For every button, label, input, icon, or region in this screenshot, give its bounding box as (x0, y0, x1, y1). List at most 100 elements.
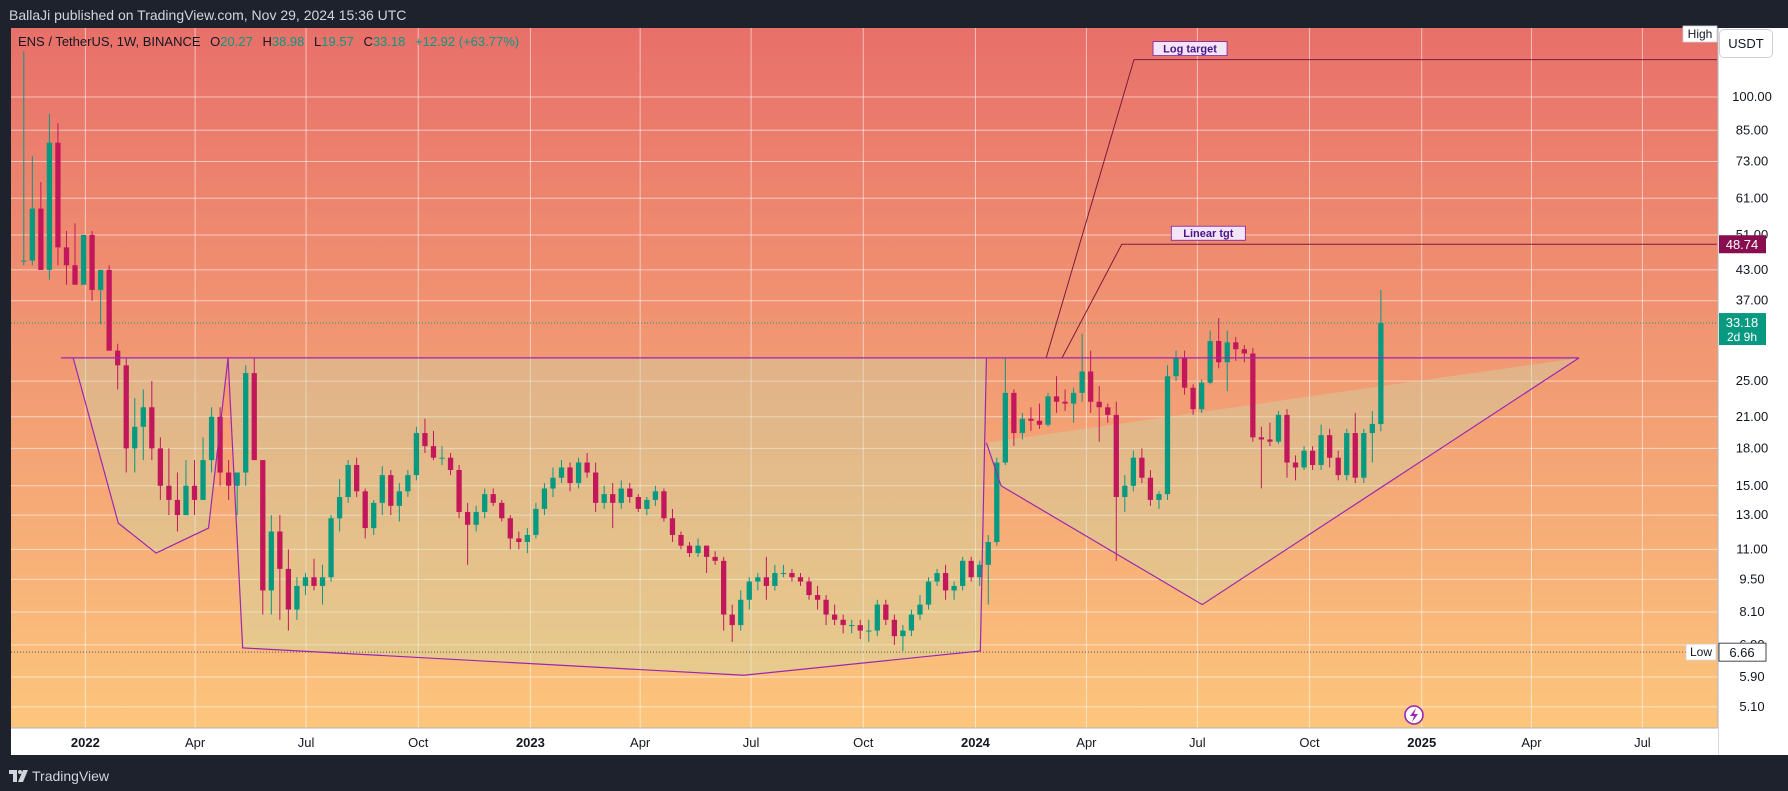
candle-body (533, 508, 539, 535)
candle-body (516, 538, 522, 543)
candle-body (618, 488, 624, 503)
price-tick-label: 5.90 (1739, 669, 1764, 684)
candle-body (1036, 420, 1043, 425)
candle-body (1105, 407, 1111, 415)
countdown-label: 2d 9h (1727, 330, 1757, 344)
time-tick-label: 2023 (516, 735, 545, 750)
candle-body (336, 496, 343, 519)
candle-body (977, 564, 983, 578)
time-tick-label: Jul (743, 735, 760, 750)
candle-body (1207, 340, 1213, 383)
candle-body (541, 488, 548, 509)
candle-body (319, 577, 326, 586)
candle-body (490, 494, 496, 503)
candle-body (277, 531, 283, 569)
candle-body (925, 581, 932, 605)
candle-body (942, 572, 949, 591)
candle-body (1011, 392, 1017, 434)
currency-button[interactable]: USDT (1720, 30, 1772, 57)
price-axis[interactable] (1718, 28, 1788, 755)
candle-body (149, 407, 155, 449)
candle-body (1139, 457, 1145, 478)
high-label: H (262, 34, 272, 49)
candle-body (46, 142, 53, 270)
candle-body (1275, 414, 1282, 442)
price-tick-label: 11.00 (1736, 541, 1768, 556)
candle-body (584, 462, 590, 473)
candle-body (439, 457, 445, 459)
candle-body (1164, 376, 1171, 495)
time-tick-label: Jul (1189, 735, 1206, 750)
high-tag-label: High (1688, 27, 1713, 41)
candle-body (302, 577, 309, 586)
candle-body (251, 373, 257, 461)
candle-body (1369, 424, 1375, 434)
time-tick-label: Oct (1299, 735, 1320, 750)
candle-body (21, 260, 27, 262)
time-tick-label: 2022 (71, 735, 100, 750)
candle-body (1156, 494, 1162, 500)
candle-body (1344, 433, 1350, 476)
close-label: C (363, 34, 373, 49)
symbol-legend[interactable]: ENS / TetherUS, 1W, BINANCE O20.27 H38.9… (18, 34, 519, 49)
linear-target-price-label: 48.74 (1726, 237, 1759, 252)
low-price-label: 6.66 (1729, 645, 1754, 660)
candle-body (823, 599, 829, 615)
candle-body (200, 460, 206, 500)
candle-body (840, 619, 846, 626)
candle-body (473, 511, 479, 525)
time-axis[interactable] (11, 728, 1718, 755)
candle-body (780, 572, 787, 574)
candle-body (567, 467, 573, 484)
candle-body (72, 265, 78, 285)
candle-body (1181, 357, 1188, 388)
open-label: O (210, 34, 221, 49)
candle-body (703, 545, 710, 557)
annotation-box (1152, 41, 1228, 56)
candle-body (456, 469, 462, 512)
symbol-name: ENS / TetherUS, 1W, BINANCE (18, 34, 201, 49)
candle-body (328, 518, 334, 578)
candle-body (260, 460, 266, 591)
candle-body (422, 433, 428, 447)
candle-body (311, 577, 317, 586)
candle-body (994, 462, 1000, 543)
candle-body (558, 467, 565, 478)
candle-body (388, 475, 394, 506)
candle-body (89, 234, 95, 290)
time-tick-label: Oct (408, 735, 429, 750)
candle-body (951, 585, 957, 591)
price-tick-label: 61.00 (1736, 190, 1769, 205)
low-price-tag (1718, 642, 1767, 662)
low-tag-label: Low (1690, 645, 1712, 659)
price-tick-label: 37.00 (1736, 293, 1769, 308)
tradingview-logo-icon[interactable] (9, 770, 29, 782)
candle-body (482, 494, 488, 512)
candle-body (123, 365, 129, 449)
candle-body (721, 560, 727, 615)
price-tick-label: 85.00 (1736, 122, 1769, 137)
candle-body (678, 534, 684, 546)
level-lines (11, 322, 1718, 653)
candle-body (405, 475, 411, 492)
candle-body (797, 577, 804, 582)
candle-body (1267, 439, 1273, 442)
candle-body (1062, 401, 1068, 404)
candle-body (97, 269, 104, 290)
lightning-icon[interactable] (1404, 705, 1424, 725)
candle-body (1019, 418, 1026, 434)
low-value: 19.57 (321, 34, 354, 49)
candle-body (857, 625, 863, 631)
candle-body (1122, 485, 1128, 497)
candle-body (430, 446, 437, 458)
candle-body (968, 560, 974, 578)
candle-body (934, 572, 940, 582)
candle-body (669, 518, 676, 535)
candle-body (371, 502, 377, 529)
candle-body (1352, 433, 1358, 478)
candle-body (763, 577, 769, 586)
candle-body (1190, 387, 1196, 410)
candle-body (524, 534, 531, 543)
candle-body (106, 269, 112, 351)
